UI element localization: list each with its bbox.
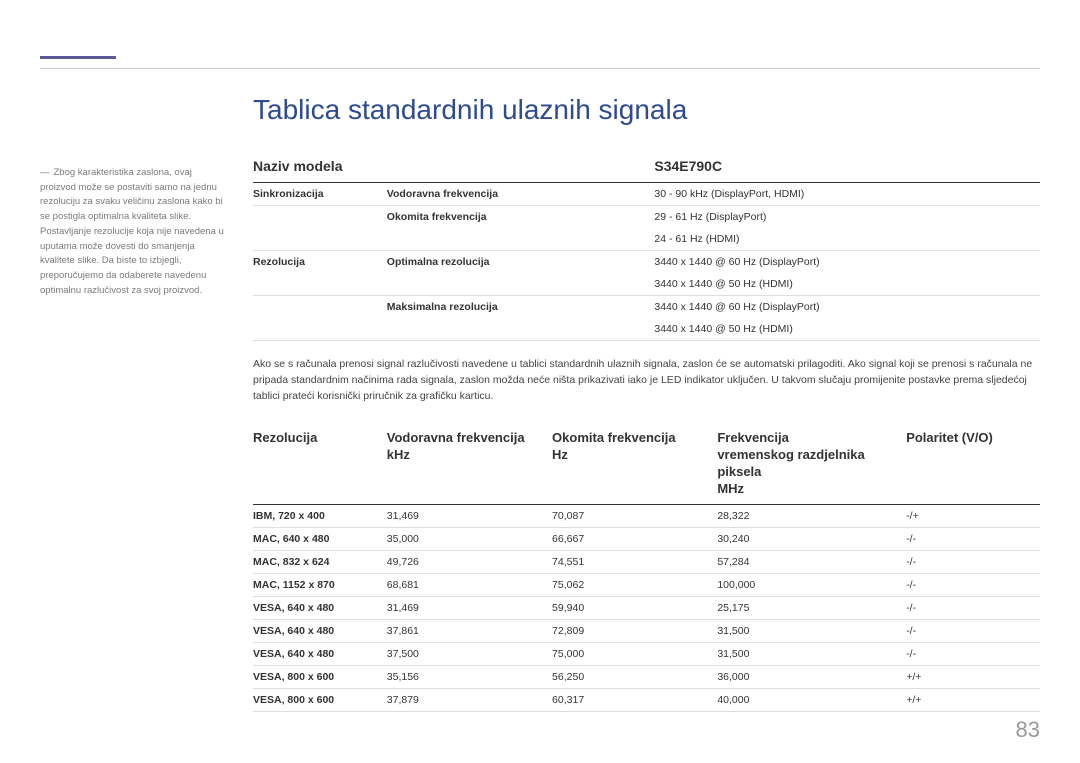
signal-table: RezolucijaVodoravna frekvencijakHzOkomit… bbox=[253, 422, 1040, 712]
signal-cell: 37,861 bbox=[387, 619, 552, 642]
header-divider bbox=[40, 68, 1040, 69]
signal-cell: -/- bbox=[906, 596, 1040, 619]
main-content: Naziv modela S34E790C SinkronizacijaVodo… bbox=[253, 150, 1040, 712]
spec-header-model: Naziv modela bbox=[253, 150, 654, 183]
signal-cell: 35,156 bbox=[387, 665, 552, 688]
header-accent-bar bbox=[40, 56, 116, 59]
signal-cell: +/+ bbox=[906, 665, 1040, 688]
spec-cell-category: Rezolucija bbox=[253, 251, 387, 274]
signal-cell: VESA, 800 x 600 bbox=[253, 688, 387, 711]
page-title: Tablica standardnih ulaznih signala bbox=[253, 94, 687, 126]
signal-cell: 37,879 bbox=[387, 688, 552, 711]
table-row: VESA, 640 x 48031,46959,94025,175-/- bbox=[253, 596, 1040, 619]
spec-cell-value: 29 - 61 Hz (DisplayPort) bbox=[654, 206, 1040, 229]
spec-cell-value: 24 - 61 Hz (HDMI) bbox=[654, 228, 1040, 251]
spec-header-value: S34E790C bbox=[654, 150, 1040, 183]
signal-cell: VESA, 800 x 600 bbox=[253, 665, 387, 688]
signal-cell: -/- bbox=[906, 527, 1040, 550]
signal-cell: -/- bbox=[906, 573, 1040, 596]
signal-cell: MAC, 832 x 624 bbox=[253, 550, 387, 573]
signal-cell: 57,284 bbox=[717, 550, 906, 573]
signal-cell: 35,000 bbox=[387, 527, 552, 550]
page-number: 83 bbox=[1016, 717, 1040, 743]
signal-cell: 75,062 bbox=[552, 573, 717, 596]
signal-header: Vodoravna frekvencijakHz bbox=[387, 422, 552, 504]
spec-cell-param bbox=[387, 318, 655, 341]
signal-cell: VESA, 640 x 480 bbox=[253, 642, 387, 665]
signal-cell: VESA, 640 x 480 bbox=[253, 619, 387, 642]
table-row: MAC, 640 x 48035,00066,66730,240-/- bbox=[253, 527, 1040, 550]
spec-cell-value: 3440 x 1440 @ 50 Hz (HDMI) bbox=[654, 318, 1040, 341]
spec-cell-category bbox=[253, 273, 387, 296]
table-row: MAC, 832 x 62449,72674,55157,284-/- bbox=[253, 550, 1040, 573]
sidebar-note-text: Zbog karakteristika zaslona, ovaj proizv… bbox=[40, 167, 224, 296]
signal-cell: -/+ bbox=[906, 504, 1040, 527]
signal-cell: 72,809 bbox=[552, 619, 717, 642]
signal-header: Frekvencijavremenskog razdjelnika piksel… bbox=[717, 422, 906, 504]
signal-cell: -/- bbox=[906, 642, 1040, 665]
signal-cell: 40,000 bbox=[717, 688, 906, 711]
signal-header: Polaritet (V/O) bbox=[906, 422, 1040, 504]
spec-cell-value: 3440 x 1440 @ 50 Hz (HDMI) bbox=[654, 273, 1040, 296]
spec-cell-param bbox=[387, 273, 655, 296]
signal-cell: 68,681 bbox=[387, 573, 552, 596]
signal-header: Okomita frekvencijaHz bbox=[552, 422, 717, 504]
spec-cell-value: 3440 x 1440 @ 60 Hz (DisplayPort) bbox=[654, 251, 1040, 274]
spec-cell-param bbox=[387, 228, 655, 251]
signal-cell: -/- bbox=[906, 550, 1040, 573]
signal-cell: 75,000 bbox=[552, 642, 717, 665]
signal-cell: 60,317 bbox=[552, 688, 717, 711]
signal-cell: MAC, 1152 x 870 bbox=[253, 573, 387, 596]
signal-cell: 59,940 bbox=[552, 596, 717, 619]
signal-cell: +/+ bbox=[906, 688, 1040, 711]
signal-cell: VESA, 640 x 480 bbox=[253, 596, 387, 619]
spec-cell-param: Maksimalna rezolucija bbox=[387, 296, 655, 319]
signal-cell: 49,726 bbox=[387, 550, 552, 573]
table-row: MAC, 1152 x 87068,68175,062100,000-/- bbox=[253, 573, 1040, 596]
signal-cell: 25,175 bbox=[717, 596, 906, 619]
signal-cell: 100,000 bbox=[717, 573, 906, 596]
signal-cell: 28,322 bbox=[717, 504, 906, 527]
spec-cell-category bbox=[253, 228, 387, 251]
spec-cell-value: 30 - 90 kHz (DisplayPort, HDMI) bbox=[654, 183, 1040, 206]
signal-cell: IBM, 720 x 400 bbox=[253, 504, 387, 527]
table-row: IBM, 720 x 40031,46970,08728,322-/+ bbox=[253, 504, 1040, 527]
signal-header: Rezolucija bbox=[253, 422, 387, 504]
signal-cell: 31,500 bbox=[717, 642, 906, 665]
signal-cell: 37,500 bbox=[387, 642, 552, 665]
signal-cell: 56,250 bbox=[552, 665, 717, 688]
signal-cell: 66,667 bbox=[552, 527, 717, 550]
signal-cell: MAC, 640 x 480 bbox=[253, 527, 387, 550]
spec-cell-param: Optimalna rezolucija bbox=[387, 251, 655, 274]
signal-cell: 31,500 bbox=[717, 619, 906, 642]
spec-cell-param: Vodoravna frekvencija bbox=[387, 183, 655, 206]
spec-cell-param: Okomita frekvencija bbox=[387, 206, 655, 229]
spec-cell-value: 3440 x 1440 @ 60 Hz (DisplayPort) bbox=[654, 296, 1040, 319]
signal-cell: 30,240 bbox=[717, 527, 906, 550]
signal-cell: 74,551 bbox=[552, 550, 717, 573]
spec-cell-category bbox=[253, 206, 387, 229]
spec-table: Naziv modela S34E790C SinkronizacijaVodo… bbox=[253, 150, 1040, 341]
table-row: VESA, 640 x 48037,86172,80931,500-/- bbox=[253, 619, 1040, 642]
signal-cell: 31,469 bbox=[387, 504, 552, 527]
spec-cell-category bbox=[253, 318, 387, 341]
signal-cell: 70,087 bbox=[552, 504, 717, 527]
table-row: VESA, 640 x 48037,50075,00031,500-/- bbox=[253, 642, 1040, 665]
sidebar-note: ―Zbog karakteristika zaslona, ovaj proiz… bbox=[40, 166, 230, 298]
spec-cell-category bbox=[253, 296, 387, 319]
signal-cell: 31,469 bbox=[387, 596, 552, 619]
signal-cell: -/- bbox=[906, 619, 1040, 642]
table-row: VESA, 800 x 60037,87960,31740,000+/+ bbox=[253, 688, 1040, 711]
info-paragraph: Ako se s računala prenosi signal razluči… bbox=[253, 357, 1040, 404]
table-row: VESA, 800 x 60035,15656,25036,000+/+ bbox=[253, 665, 1040, 688]
signal-cell: 36,000 bbox=[717, 665, 906, 688]
spec-cell-category: Sinkronizacija bbox=[253, 183, 387, 206]
